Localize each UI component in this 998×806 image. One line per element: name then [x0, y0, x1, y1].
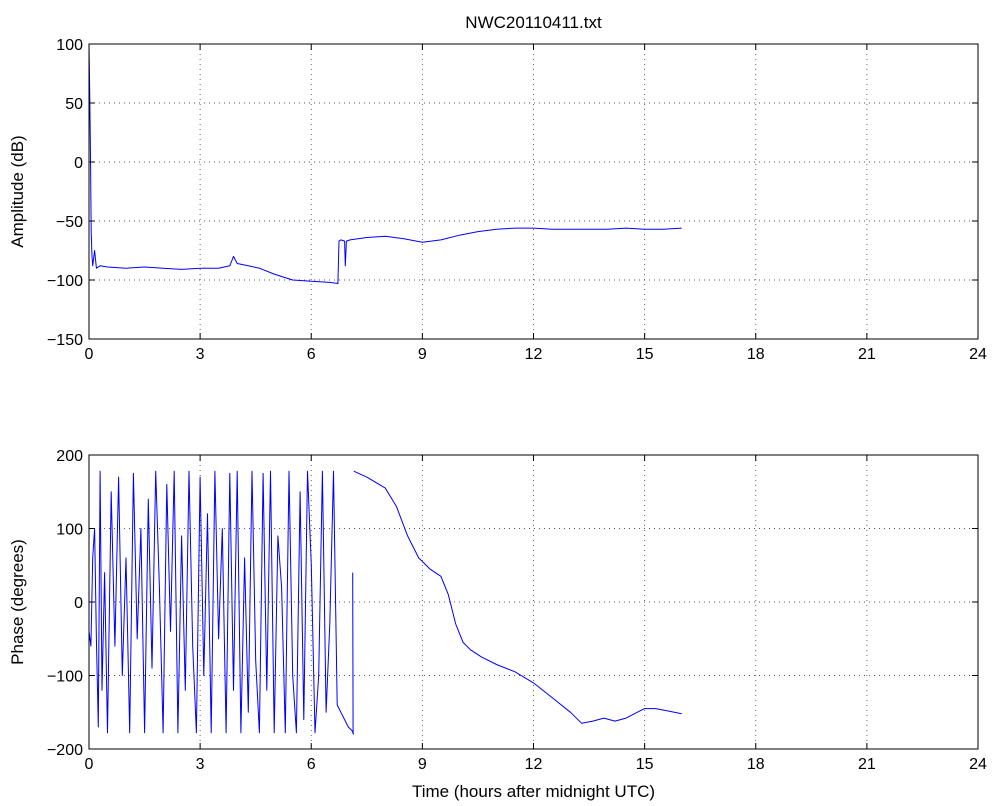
y-tick-label: −200 — [47, 742, 83, 759]
y-tick-label: 0 — [74, 155, 83, 172]
y-tick-label: 100 — [56, 522, 83, 539]
x-tick-label: 9 — [418, 346, 427, 363]
x-tick-label: 6 — [307, 756, 316, 773]
phase-y-tick-labels: 200 100 0 −100 −200 — [47, 448, 83, 759]
phase-y-axis-label: Phase (degrees) — [8, 539, 27, 665]
x-tick-label: 15 — [636, 756, 654, 773]
x-tick-label: 24 — [969, 346, 987, 363]
amplitude-y-axis-label: Amplitude (dB) — [8, 135, 27, 247]
y-tick-label: −50 — [56, 214, 83, 231]
y-tick-label: 100 — [56, 37, 83, 54]
x-tick-label: 18 — [747, 346, 765, 363]
x-tick-label: 12 — [525, 756, 543, 773]
x-tick-label: 0 — [85, 346, 94, 363]
amplitude-grid — [89, 44, 978, 339]
series-line — [88, 470, 355, 735]
phase-x-tick-labels: 0 3 6 9 12 15 18 21 24 — [85, 756, 987, 773]
y-tick-label: 50 — [65, 96, 83, 113]
series-line — [353, 470, 682, 724]
x-tick-label: 3 — [196, 346, 205, 363]
x-tick-label: 21 — [858, 756, 876, 773]
amplitude-plot-frame — [88, 43, 979, 340]
amplitude-series — [88, 43, 682, 284]
y-tick-label: 0 — [74, 595, 83, 612]
x-tick-label: 0 — [85, 756, 94, 773]
x-tick-label: 6 — [307, 346, 316, 363]
phase-chart: 0 3 6 9 12 15 18 21 24 200 100 0 −100 −200 Phase (de… — [8, 448, 987, 801]
y-tick-label: −100 — [47, 273, 83, 290]
amplitude-y-tick-labels: 100 50 0 −50 −100 −150 — [47, 37, 83, 349]
series-line — [88, 43, 682, 284]
y-tick-label: 200 — [56, 448, 83, 465]
x-tick-label: 18 — [747, 756, 765, 773]
chart-title: NWC20110411.txt — [465, 13, 602, 32]
y-tick-label: −100 — [47, 669, 83, 686]
amplitude-x-tick-labels: 0 3 6 9 12 15 18 21 24 — [85, 346, 987, 363]
x-tick-label: 21 — [858, 346, 876, 363]
x-tick-label: 3 — [196, 756, 205, 773]
x-tick-label: 24 — [969, 756, 987, 773]
amplitude-chart: NWC20110411.txt 0 3 6 9 12 15 18 21 24 100 50 0 −50… — [8, 13, 987, 363]
y-tick-label: −150 — [47, 332, 83, 349]
x-tick-label: 12 — [525, 346, 543, 363]
phase-grid — [89, 455, 978, 749]
phase-series — [88, 470, 682, 735]
phase-x-axis-label: Time (hours after midnight UTC) — [412, 782, 655, 801]
x-tick-label: 9 — [418, 756, 427, 773]
phase-plot-frame — [88, 454, 979, 750]
x-tick-label: 15 — [636, 346, 654, 363]
